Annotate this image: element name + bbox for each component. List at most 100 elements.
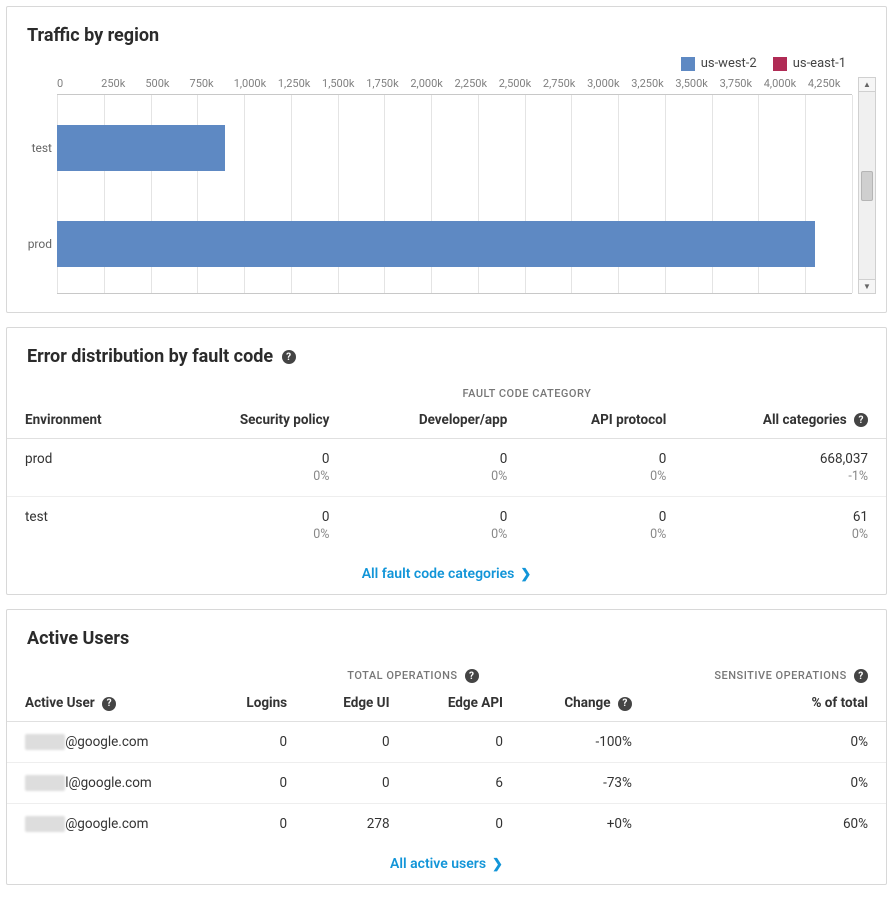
x-tick: 0 (57, 77, 101, 90)
traffic-title: Traffic by region (7, 7, 886, 56)
x-tick: 1,750k (366, 77, 410, 90)
x-tick: 2,750k (543, 77, 587, 90)
legend-item-us-west-2[interactable]: us-west-2 (681, 56, 757, 71)
cell-pct: 0% (650, 763, 886, 804)
x-tick: 3,250k (631, 77, 675, 90)
cell-env: prod (7, 439, 168, 497)
cell-change: -100% (521, 722, 650, 763)
cell-pct: 60% (650, 804, 886, 845)
errors-title: Error distribution by fault code ? (7, 328, 886, 377)
help-icon[interactable]: ? (465, 669, 479, 683)
cell-pct: 0% (650, 722, 886, 763)
table-row: prod00%00%00%668,037-1% (7, 439, 886, 497)
fault-code-category-header: FAULT CODE CATEGORY (168, 377, 886, 402)
scroll-up-icon[interactable]: ▲ (859, 78, 875, 92)
cell-api: 00% (525, 439, 684, 497)
col-pct-total[interactable]: % of total (650, 685, 886, 722)
col-edge-ui[interactable]: Edge UI (305, 685, 407, 722)
bar-label-test: test (17, 141, 52, 155)
cell-user: xxxxxxl@google.com (7, 763, 210, 804)
x-tick: 1,000k (234, 77, 278, 90)
col-logins[interactable]: Logins (210, 685, 306, 722)
total-operations-header: TOTAL OPERATIONS ? (305, 659, 521, 685)
traffic-by-region-panel: Traffic by region us-west-2 us-east-1 02… (6, 6, 887, 313)
scroll-thumb[interactable] (861, 171, 873, 201)
chart-x-axis: 0250k500k750k1,000k1,250k1,500k1,750k2,0… (57, 77, 852, 90)
errors-table: FAULT CODE CATEGORY Environment Security… (7, 377, 886, 554)
x-tick: 250k (101, 77, 145, 90)
x-tick: 1,250k (278, 77, 322, 90)
bar-prod[interactable] (57, 221, 815, 267)
table-row: xxxxxxl@google.com006-73%0% (7, 763, 886, 804)
legend-label-us-west-2: us-west-2 (701, 56, 757, 71)
col-security-policy[interactable]: Security policy (168, 402, 348, 439)
x-tick: 2,000k (410, 77, 454, 90)
chart-area: 0250k500k750k1,000k1,250k1,500k1,750k2,0… (7, 77, 886, 312)
chart-legend: us-west-2 us-east-1 (7, 56, 886, 77)
x-tick: 750k (190, 77, 234, 90)
x-tick: 2,500k (499, 77, 543, 90)
cell-all: 610% (684, 497, 886, 555)
sensitive-operations-header: SENSITIVE OPERATIONS ? (650, 659, 886, 685)
active-users-panel: Active Users TOTAL OPERATIONS ? SENSITIV… (6, 609, 887, 885)
cell-dev: 00% (347, 439, 525, 497)
chart-plot: test prod (57, 94, 852, 294)
bar-row-test: test (57, 125, 852, 171)
cell-edge-api: 0 (408, 804, 521, 845)
x-tick: 4,250k (808, 77, 852, 90)
chevron-right-icon: ❯ (492, 857, 503, 872)
help-icon[interactable]: ? (282, 350, 296, 364)
x-tick: 3,750k (720, 77, 764, 90)
error-distribution-panel: Error distribution by fault code ? FAULT… (6, 327, 887, 595)
cell-dev: 00% (347, 497, 525, 555)
col-developer-app[interactable]: Developer/app (347, 402, 525, 439)
cell-change: +0% (521, 804, 650, 845)
legend-label-us-east-1: us-east-1 (793, 56, 846, 71)
x-tick: 4,000k (764, 77, 808, 90)
col-change[interactable]: Change ? (521, 685, 650, 722)
legend-swatch-us-east-1 (773, 57, 787, 71)
cell-all: 668,037-1% (684, 439, 886, 497)
x-tick: 2,250k (455, 77, 499, 90)
cell-logins: 0 (210, 722, 306, 763)
bar-row-prod: prod (57, 221, 852, 267)
all-active-users-link[interactable]: All active users❯ (7, 844, 886, 884)
scroll-down-icon[interactable]: ▼ (859, 279, 875, 293)
table-row: test00%00%00%610% (7, 497, 886, 555)
x-tick: 3,000k (587, 77, 631, 90)
cell-api: 00% (525, 497, 684, 555)
cell-edge-ui: 0 (305, 722, 407, 763)
help-icon[interactable]: ? (618, 697, 632, 711)
col-api-protocol[interactable]: API protocol (525, 402, 684, 439)
cell-user: xxxxxx@google.com (7, 804, 210, 845)
col-all-categories[interactable]: All categories ? (684, 402, 886, 439)
col-environment[interactable]: Environment (7, 402, 168, 439)
cell-change: -73% (521, 763, 650, 804)
table-row: xxxxxx@google.com02780+0%60% (7, 804, 886, 845)
table-row: xxxxxx@google.com000-100%0% (7, 722, 886, 763)
cell-edge-api: 0 (408, 722, 521, 763)
cell-user: xxxxxx@google.com (7, 722, 210, 763)
col-edge-api[interactable]: Edge API (408, 685, 521, 722)
chart-scrollbar[interactable]: ▲ ▼ (858, 77, 876, 294)
bar-test[interactable] (57, 125, 225, 171)
active-users-table: TOTAL OPERATIONS ? SENSITIVE OPERATIONS … (7, 659, 886, 844)
active-users-title: Active Users (7, 610, 886, 659)
cell-security: 00% (168, 439, 348, 497)
help-icon[interactable]: ? (854, 413, 868, 427)
cell-edge-api: 6 (408, 763, 521, 804)
help-icon[interactable]: ? (854, 669, 868, 683)
cell-edge-ui: 278 (305, 804, 407, 845)
x-tick: 1,500k (322, 77, 366, 90)
x-tick: 500k (145, 77, 189, 90)
scroll-track[interactable] (861, 92, 873, 279)
chevron-right-icon: ❯ (520, 567, 531, 582)
cell-env: test (7, 497, 168, 555)
col-active-user[interactable]: Active User ? (7, 685, 210, 722)
legend-item-us-east-1[interactable]: us-east-1 (773, 56, 846, 71)
bar-label-prod: prod (17, 237, 52, 251)
x-tick: 3,500k (675, 77, 719, 90)
all-fault-codes-link[interactable]: All fault code categories❯ (7, 554, 886, 594)
help-icon[interactable]: ? (102, 697, 116, 711)
legend-swatch-us-west-2 (681, 57, 695, 71)
